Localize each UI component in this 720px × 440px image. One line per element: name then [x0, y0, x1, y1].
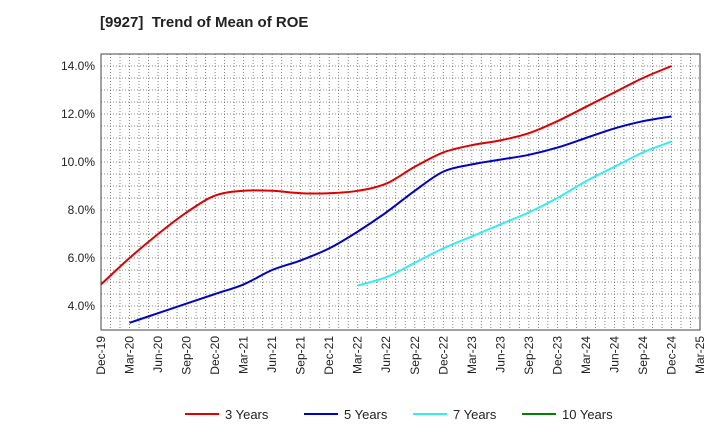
- chart-title: [9927] Trend of Mean of ROE: [100, 14, 309, 31]
- x-tick-label: Mar-20: [123, 336, 137, 374]
- x-tick-label: Sep-22: [408, 336, 422, 375]
- x-tick-label: Jun-22: [379, 336, 393, 373]
- x-tick-label: Dec-19: [94, 336, 108, 375]
- series-line-7-years: [357, 140, 672, 287]
- y-tick-label: 10.0%: [61, 155, 95, 169]
- x-tick-label: Mar-23: [465, 336, 479, 374]
- x-tick-label: Dec-23: [550, 336, 564, 375]
- x-tick-label: Jun-24: [607, 336, 621, 373]
- x-tick-label: Mar-24: [579, 336, 593, 374]
- x-tick-label: Jun-20: [151, 336, 165, 373]
- x-tick-label: Dec-20: [208, 336, 222, 375]
- x-tick-label: Dec-24: [664, 336, 678, 375]
- x-tick-label: Sep-21: [294, 336, 308, 375]
- x-tick-label: Dec-21: [322, 336, 336, 375]
- y-tick-label: 6.0%: [68, 251, 96, 265]
- x-tick-label: Sep-24: [636, 336, 650, 375]
- x-tick-label: Mar-21: [237, 336, 251, 374]
- x-tick-label: Jun-23: [493, 336, 507, 373]
- y-tick-label: 14.0%: [61, 59, 95, 73]
- y-tick-label: 12.0%: [61, 107, 95, 121]
- x-tick-label: Jun-21: [265, 336, 279, 373]
- y-tick-label: 8.0%: [68, 203, 96, 217]
- x-tick-label: Mar-25: [693, 336, 707, 374]
- x-tick-label: Dec-22: [436, 336, 450, 375]
- legend-label-7-years: 7 Years: [453, 407, 497, 422]
- legend-label-5-years: 5 Years: [344, 407, 388, 422]
- legend-label-3-years: 3 Years: [225, 407, 269, 422]
- series-line-3-years: [100, 65, 672, 286]
- legend-label-10-years: 10 Years: [562, 407, 613, 422]
- plot-border: [100, 53, 701, 331]
- x-tick-label: Sep-23: [522, 336, 536, 375]
- x-tick-label: Mar-22: [351, 336, 365, 374]
- series-line-5-years: [129, 115, 672, 324]
- y-tick-label: 4.0%: [68, 299, 96, 313]
- x-tick-label: Sep-20: [180, 336, 194, 375]
